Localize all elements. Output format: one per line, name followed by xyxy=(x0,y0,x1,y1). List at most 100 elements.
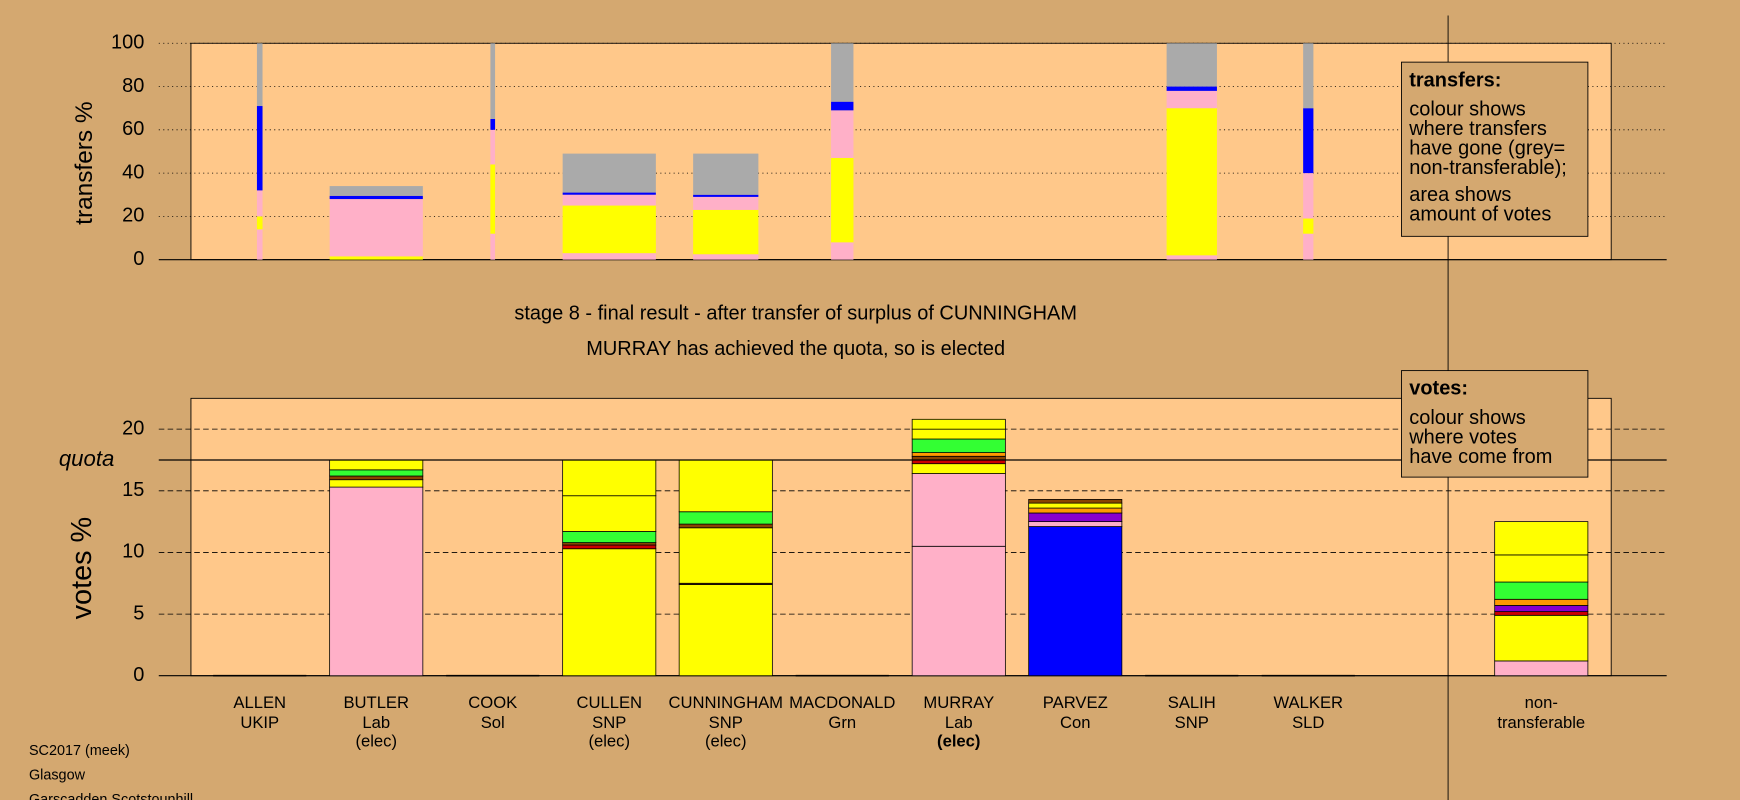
bar-segment xyxy=(562,205,656,254)
candidate-name: CULLEN xyxy=(576,693,642,712)
bar-segment xyxy=(831,157,854,243)
bar-segment xyxy=(1303,173,1314,219)
bar-segment xyxy=(911,428,1006,440)
candidate-name: MACDONALD xyxy=(789,693,895,712)
y-tick-label: 20 xyxy=(122,205,144,227)
bar-segment xyxy=(678,523,773,529)
y-tick-label: 80 xyxy=(122,75,144,97)
bar-segment xyxy=(1166,108,1217,256)
bar-segment xyxy=(490,43,496,120)
candidate-name: BUTLER xyxy=(343,693,409,712)
bar-segment xyxy=(911,463,1006,474)
y-tick-label: 0 xyxy=(133,664,144,686)
bar-segment xyxy=(1028,507,1123,514)
bar-segment xyxy=(329,479,424,488)
bar-segment xyxy=(831,110,854,158)
bar-segment xyxy=(1028,521,1123,527)
nontransferable-label: transferable xyxy=(1497,713,1585,732)
bar-segment xyxy=(490,129,496,165)
legend-text: where votes xyxy=(1408,427,1517,449)
bar-segment xyxy=(1494,521,1589,556)
bar-segment xyxy=(1028,512,1123,523)
candidate-name: COOK xyxy=(468,693,517,712)
bar-segment xyxy=(1494,581,1589,600)
bar-segment xyxy=(1028,526,1123,677)
bar-segment xyxy=(329,486,424,677)
bar-segment xyxy=(562,548,657,677)
bar-segment xyxy=(1166,255,1217,260)
legend-text: have come from xyxy=(1409,446,1552,468)
bar-segment xyxy=(693,153,759,195)
bar-segment xyxy=(831,43,854,102)
bar-segment xyxy=(562,531,657,543)
legend-box xyxy=(1401,61,1589,237)
bar-segment xyxy=(490,119,496,130)
candidate-party: Lab xyxy=(945,713,973,732)
footer-text: Garscadden Scotstounhill xyxy=(29,792,193,800)
candidate-status: (elec) xyxy=(705,732,747,751)
bar-segment xyxy=(693,194,759,197)
bar-segment xyxy=(1494,598,1589,606)
candidate-name: WALKER xyxy=(1273,693,1343,712)
bar-segment xyxy=(329,475,424,481)
bar-segment xyxy=(562,194,656,206)
bar-segment xyxy=(562,459,657,497)
y-tick-label: 10 xyxy=(122,541,144,563)
bar-segment xyxy=(329,256,423,260)
bar-segment xyxy=(678,511,773,525)
bar-segment xyxy=(329,195,423,200)
bar-segment xyxy=(1028,499,1123,504)
bar-segment xyxy=(256,216,263,230)
bar-segment xyxy=(911,418,1006,430)
y-tick-label: 20 xyxy=(122,417,144,439)
candidate-status: (elec) xyxy=(588,732,630,751)
bar-segment xyxy=(1303,233,1314,260)
bar-segment xyxy=(831,101,854,111)
votes-y-label: votes % xyxy=(66,517,98,620)
bar-segment xyxy=(1166,86,1217,91)
bar-segment xyxy=(1303,108,1314,174)
candidate-party: SNP xyxy=(1175,713,1209,732)
bar-segment xyxy=(678,584,773,677)
bar-segment xyxy=(1494,614,1589,662)
bar-segment xyxy=(693,209,759,255)
bar-segment xyxy=(678,527,773,584)
bar-segment xyxy=(1303,218,1314,234)
bar-segment xyxy=(1494,605,1589,613)
bar-segment xyxy=(1494,611,1589,616)
candidate-party: Grn xyxy=(828,713,856,732)
votes-plot-area xyxy=(190,397,1612,677)
bar-segment xyxy=(693,196,759,210)
candidate-name: ALLEN xyxy=(233,693,286,712)
bar-segment xyxy=(490,233,496,260)
bar-segment xyxy=(256,190,263,217)
footer-text: Glasgow xyxy=(29,767,86,783)
bar-segment xyxy=(562,153,656,193)
y-tick-label: 5 xyxy=(133,602,144,624)
candidate-party: SNP xyxy=(709,713,743,732)
bar-segment xyxy=(1303,43,1314,109)
legend-box xyxy=(1401,370,1589,478)
bar-segment xyxy=(256,106,263,191)
y-tick-label: 100 xyxy=(111,32,144,54)
bar-segment xyxy=(256,43,263,107)
bar-segment xyxy=(678,459,773,513)
bar-segment xyxy=(1494,660,1589,677)
candidate-status: (elec) xyxy=(937,732,980,751)
bar-segment xyxy=(1166,43,1217,87)
bar-segment xyxy=(1494,554,1589,583)
legend-text: have gone (grey= xyxy=(1409,138,1565,160)
bar-segment xyxy=(693,254,759,260)
bar-segment xyxy=(911,545,1006,677)
bar-segment xyxy=(1166,90,1217,109)
bar-segment xyxy=(562,544,657,550)
stage-title: stage 8 - final result - after transfer … xyxy=(514,302,1077,324)
candidate-party: Con xyxy=(1060,713,1091,732)
bar-segment xyxy=(911,438,1006,453)
stage-subtitle: MURRAY has achieved the quota, so is ele… xyxy=(586,338,1005,360)
legend-text: votes: xyxy=(1409,378,1468,400)
transfers-plot-area xyxy=(190,42,1612,261)
bar-segment xyxy=(256,229,263,260)
